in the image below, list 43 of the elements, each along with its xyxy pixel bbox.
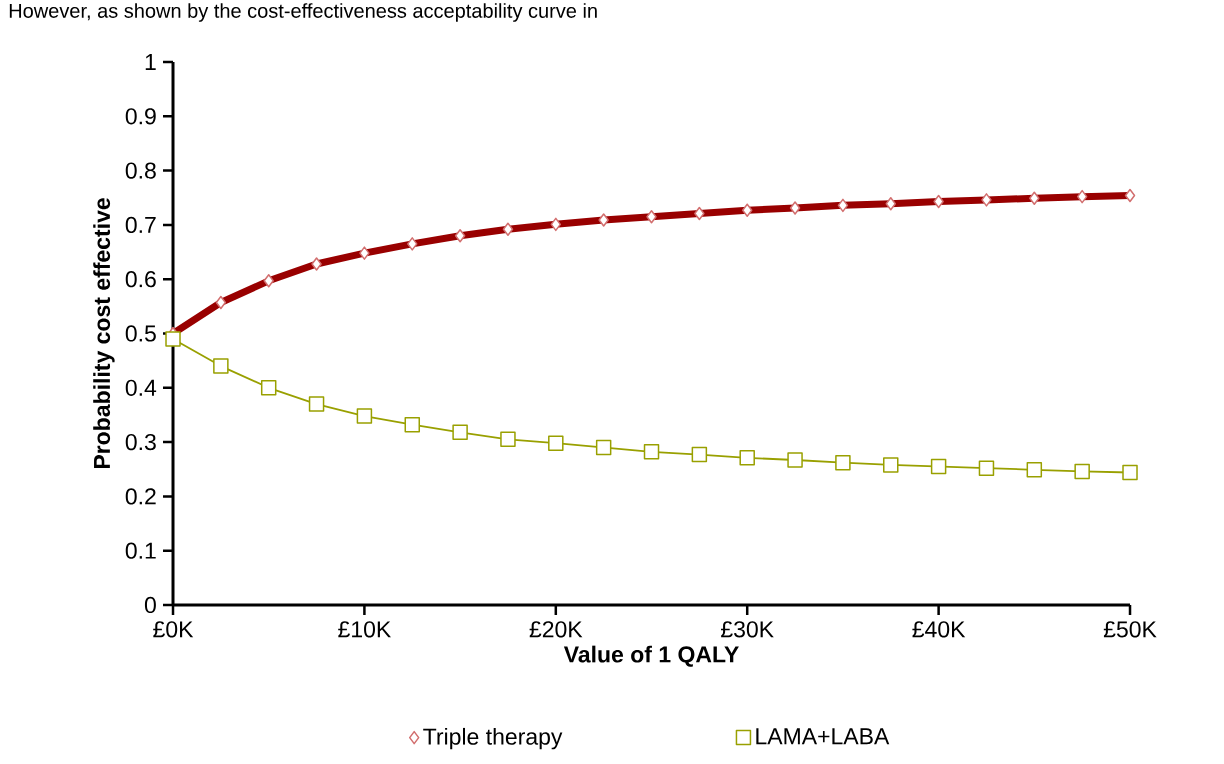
y-tick-label: 0.6	[125, 271, 156, 288]
y-tick-label: 0.7	[125, 216, 156, 234]
point	[739, 450, 755, 466]
y-axis-title: Probability cost effective	[93, 198, 115, 469]
x-axis-title: Value of 1 QALY	[563, 645, 739, 667]
point	[643, 444, 660, 460]
x-tick-label: £10K	[338, 621, 391, 638]
x-tick-label: £50K	[1103, 621, 1157, 638]
point	[356, 408, 373, 424]
point	[1026, 462, 1043, 478]
y-tick-label: 0	[144, 596, 156, 614]
point	[548, 435, 564, 451]
y-tick-label: 0.1	[125, 542, 156, 559]
legend-label: LAMA+LABA	[756, 728, 890, 745]
y-tick-label: 0.2	[125, 488, 156, 505]
point	[691, 446, 708, 463]
point	[452, 424, 468, 441]
y-tick-label: 0.3	[125, 433, 156, 451]
point	[1074, 463, 1090, 480]
text: However, as shown by the cost-effectiveness acceptability curve in	[9, 3, 597, 22]
y-tick-label: 0.5	[125, 325, 156, 342]
x-tick-label: £0K	[153, 621, 194, 638]
x-tick-label: £30K	[721, 621, 774, 638]
point	[978, 460, 995, 476]
point	[595, 439, 612, 456]
point	[404, 416, 421, 433]
point	[308, 396, 325, 412]
y-tick-label: 0.9	[125, 108, 156, 125]
point	[883, 457, 899, 473]
point	[500, 431, 516, 448]
y-tick-label: 1	[145, 54, 156, 70]
point	[835, 454, 851, 471]
point	[165, 331, 181, 347]
y-tick-label: 0.8	[125, 162, 156, 179]
y-tick-label: 0.4	[125, 379, 157, 396]
point	[787, 452, 803, 468]
point	[213, 358, 229, 374]
legend-label: Triple therapy	[423, 727, 563, 750]
x-tick-label: £40K	[912, 621, 966, 638]
point	[260, 380, 277, 396]
point	[930, 458, 947, 475]
point	[1122, 464, 1138, 481]
x-tick-label: £20K	[529, 621, 583, 638]
